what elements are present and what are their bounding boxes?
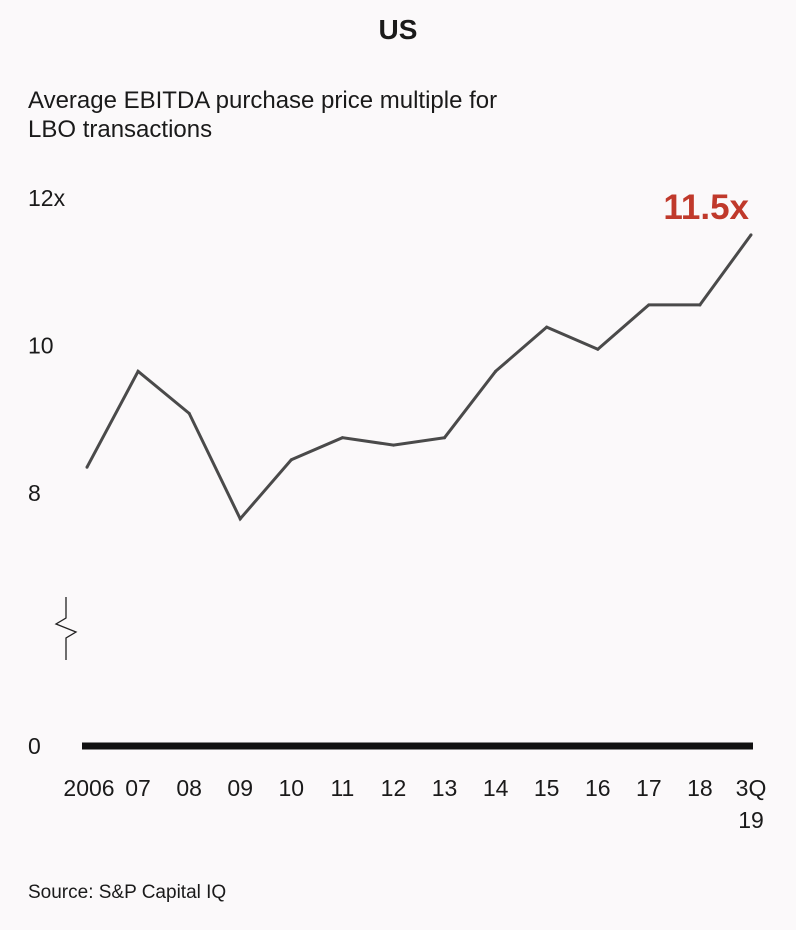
chart-title: US — [378, 14, 418, 45]
line-chart: 12x 10 8 0 2006 07 08 09 10 11 12 13 14 15 16 17 18 3Q 19… — [28, 185, 766, 833]
x-tick-label: 09 — [227, 775, 253, 801]
data-point — [85, 465, 89, 469]
last-value-callout: 11.5x — [663, 188, 749, 227]
data-point — [647, 303, 651, 307]
data-point — [698, 303, 702, 307]
axis-break-icon — [54, 597, 78, 660]
series-line — [85, 234, 753, 522]
x-tick-label: 15 — [534, 775, 560, 801]
x-tick-label: 14 — [483, 775, 509, 801]
data-point — [749, 233, 753, 237]
x-tick-label: 16 — [585, 775, 611, 801]
data-point — [187, 411, 191, 415]
y-tick-label: 0 — [28, 733, 41, 759]
x-tick-label: 07 — [125, 775, 151, 801]
data-point — [136, 369, 140, 373]
y-tick-label: 10 — [28, 333, 54, 359]
x-tick-label: 12 — [381, 775, 407, 801]
data-point — [238, 517, 242, 521]
x-tick-label: 3Q — [736, 775, 767, 801]
chart-subtitle: Average EBITDA purchase price multiple f… — [28, 86, 497, 144]
x-tick-label: 13 — [432, 775, 458, 801]
subtitle-line-2: LBO transactions — [28, 116, 213, 143]
x-tick-label: 08 — [176, 775, 202, 801]
x-tick-label: 10 — [279, 775, 305, 801]
data-point — [443, 436, 447, 440]
source-note: Source: S&P Capital IQ — [28, 882, 227, 903]
x-tick-label: 11 — [330, 775, 354, 801]
y-axis-tick-labels: 12x 10 8 0 — [28, 185, 66, 759]
x-tick-label: 18 — [687, 775, 713, 801]
y-tick-label: 12x — [28, 185, 66, 211]
x-axis-tick-labels: 2006 07 08 09 10 11 12 13 14 15 16 17 18 3Q 19 — [63, 775, 766, 833]
y-tick-label: 8 — [28, 480, 41, 506]
data-point — [494, 369, 498, 373]
data-point — [391, 443, 395, 447]
data-point — [340, 436, 344, 440]
data-point — [289, 458, 293, 462]
data-point — [545, 325, 549, 329]
data-point — [596, 347, 600, 351]
x-tick-label: 17 — [636, 775, 662, 801]
subtitle-line-1: Average EBITDA purchase price multiple f… — [28, 87, 498, 114]
x-tick-label: 2006 — [63, 775, 114, 801]
data-points — [85, 233, 753, 521]
x-tick-label: 19 — [738, 807, 764, 833]
